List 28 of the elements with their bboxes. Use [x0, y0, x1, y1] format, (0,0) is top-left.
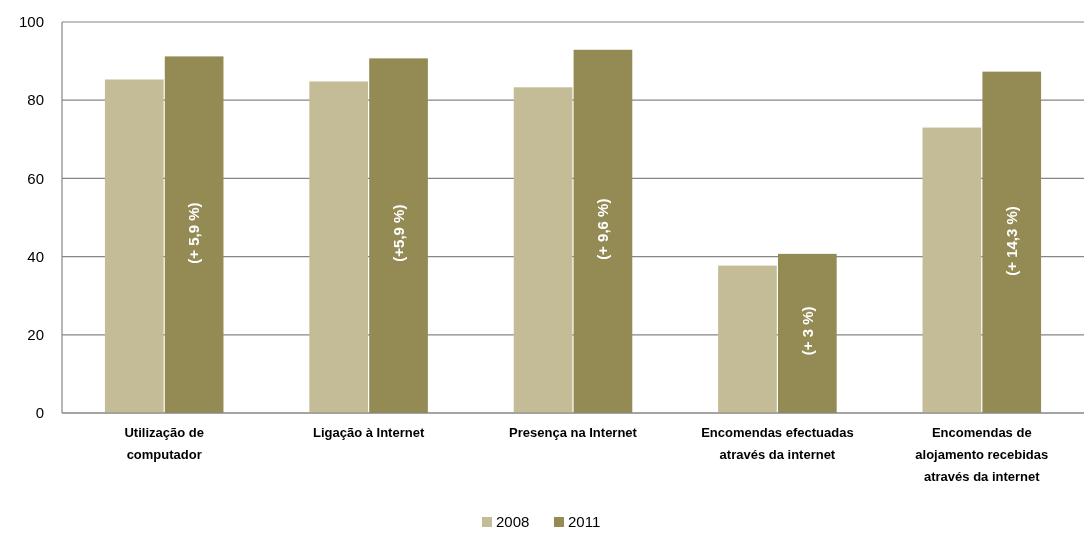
bar — [513, 87, 573, 413]
bar — [164, 56, 224, 413]
bar — [922, 127, 982, 413]
legend-label: 2008 — [496, 513, 530, 531]
annotation: (+ 5,9 %) — [185, 202, 203, 264]
x-tick-label: Ligação à Internet — [312, 425, 425, 440]
bar — [778, 253, 837, 413]
x-tick-label: Encomendas efectuadas através da internet — [701, 425, 854, 462]
legend-label: 2011 — [568, 513, 601, 531]
bar — [104, 79, 164, 413]
y-tick-label: 60 — [27, 169, 44, 187]
bar — [309, 81, 368, 413]
y-tick-label: 20 — [27, 326, 44, 344]
bar — [718, 265, 777, 413]
y-tick-label: 0 — [35, 404, 44, 422]
x-tick-label: Encomendas de alojamento recebidas através da internet — [915, 425, 1049, 484]
annotation: (+5,9 %) — [389, 204, 407, 262]
bar — [369, 58, 428, 413]
annotation: (+ 9,6 %) — [594, 198, 612, 260]
bar — [982, 71, 1042, 413]
y-tick-label: 80 — [27, 91, 44, 109]
x-tick-label: Presença na Internet — [509, 425, 638, 440]
bar — [573, 49, 633, 413]
y-tick-label: 40 — [27, 247, 44, 265]
x-tick-label: Utilização de computador — [124, 425, 204, 462]
y-tick-label: 100 — [18, 13, 44, 31]
annotation: (+ 3 %) — [798, 306, 816, 356]
annotation: (+ 14,3 %) — [1002, 206, 1020, 276]
